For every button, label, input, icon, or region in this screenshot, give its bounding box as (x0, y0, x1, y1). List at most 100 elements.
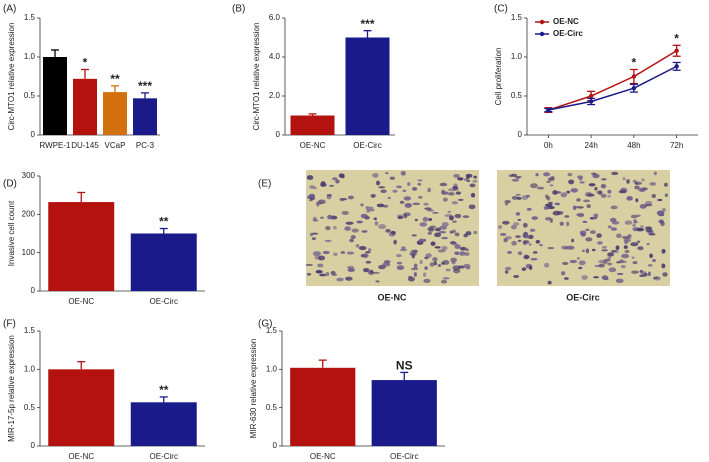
cell (636, 240, 641, 244)
cell (601, 178, 607, 181)
cell (318, 255, 326, 261)
cell (529, 265, 533, 271)
cell (548, 177, 555, 181)
cell (441, 245, 448, 251)
panel-label: (A) (3, 4, 16, 15)
point (631, 74, 637, 79)
y-axis-label: Cell proliferation (494, 48, 503, 106)
cell (468, 204, 476, 210)
y-tick-label: 6.0 (269, 13, 281, 22)
cell (633, 219, 637, 224)
cell (455, 191, 462, 195)
cell (590, 217, 594, 220)
cell (356, 220, 363, 224)
cell (332, 177, 338, 181)
panel-label: (C) (494, 4, 508, 15)
cell (452, 220, 457, 223)
cell (320, 216, 324, 219)
cell (522, 240, 530, 244)
cell (372, 271, 380, 274)
cell (423, 272, 427, 277)
cell (600, 184, 607, 189)
cell (567, 172, 573, 177)
cell (546, 206, 555, 210)
cell (427, 231, 432, 235)
cell (410, 250, 415, 255)
image-caption: OE-Circ (566, 292, 600, 302)
error-bar (308, 113, 317, 116)
y-tick-label: 0.5 (266, 403, 278, 412)
cell (583, 199, 590, 203)
error-bar (111, 85, 119, 93)
cell (422, 216, 429, 222)
cell (608, 267, 617, 273)
cell (515, 193, 521, 196)
y-tick-label: 0 (518, 130, 523, 139)
y-tick-label: 1.5 (24, 326, 36, 335)
cell (545, 203, 553, 207)
cell (419, 222, 428, 227)
cell (378, 224, 387, 230)
cell (580, 232, 586, 237)
cell (368, 270, 375, 275)
cell (546, 196, 551, 201)
cell (375, 280, 380, 283)
cell (365, 206, 369, 210)
cell (345, 276, 353, 281)
cell (441, 191, 449, 195)
x-tick-label: OE-NC (68, 297, 94, 306)
cell (590, 172, 597, 175)
cell (373, 217, 377, 221)
cell (441, 222, 449, 227)
cell (404, 202, 412, 208)
panel-label: (F) (3, 319, 16, 330)
cell (601, 245, 607, 249)
cell (511, 195, 518, 200)
cell (451, 260, 456, 265)
cell (497, 225, 503, 230)
y-tick-label: 0 (273, 441, 278, 450)
bar (133, 98, 157, 135)
significance: NS (396, 359, 413, 373)
cell (306, 272, 312, 276)
cell (402, 189, 407, 192)
cell (374, 221, 379, 226)
cell (317, 199, 326, 205)
x-tick-label: OE-NC (68, 452, 94, 461)
cell (593, 276, 600, 279)
cell (660, 221, 665, 227)
y-tick-label: 1.0 (24, 364, 36, 373)
x-tick-label: 48h (627, 141, 640, 150)
significance: * (632, 56, 637, 70)
cell (536, 186, 545, 190)
cell (594, 186, 598, 191)
error-bar (400, 371, 409, 381)
cell (428, 218, 433, 221)
cell (601, 249, 608, 252)
cell (546, 180, 551, 184)
cell (384, 171, 389, 175)
bar (290, 367, 356, 446)
bar (130, 402, 197, 446)
cell (630, 242, 639, 247)
cell (653, 276, 659, 279)
error-bar (81, 68, 89, 79)
cell (622, 235, 629, 240)
cell (382, 204, 389, 208)
cell (324, 239, 332, 242)
point (674, 48, 679, 53)
cell (616, 272, 624, 276)
cell (502, 220, 510, 225)
panel-label: (B) (232, 4, 245, 15)
cell (439, 182, 448, 187)
cell (330, 270, 336, 275)
y-tick-label: 2.0 (269, 91, 281, 100)
cell (403, 196, 412, 201)
cell (576, 257, 580, 260)
bar (48, 202, 115, 291)
cell (607, 262, 612, 266)
cell (626, 179, 630, 184)
cell (309, 185, 315, 189)
cell (414, 218, 418, 222)
cell (640, 225, 644, 228)
